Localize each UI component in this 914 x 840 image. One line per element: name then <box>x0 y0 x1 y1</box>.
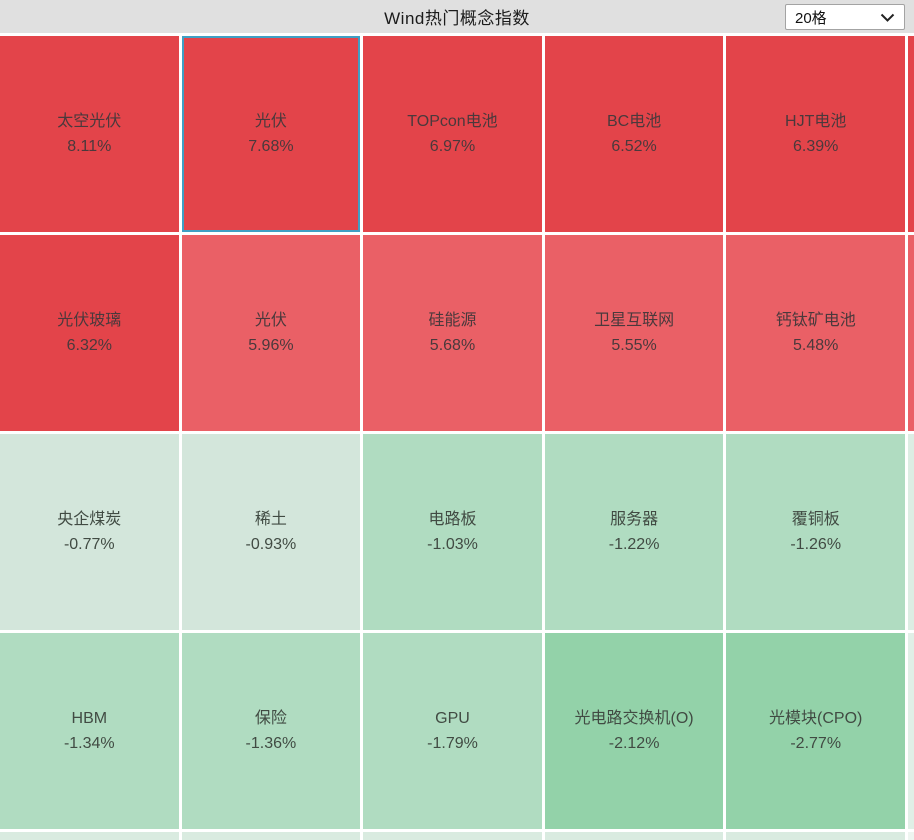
cell-label: 光电路交换机(O) <box>574 709 694 727</box>
cell-change: -2.77% <box>790 734 842 752</box>
cell-label: HBM <box>71 709 108 727</box>
heatmap-cell[interactable]: 光电路交换机(O) -2.12% <box>544 633 724 829</box>
heatmap-cell[interactable]: 光模块(CPO) -2.77% <box>726 633 905 829</box>
cell-label: HJT电池 <box>785 112 847 130</box>
cell-label: 央企煤炭 <box>57 510 122 528</box>
heatmap-grid: 太空光伏 8.11% 光伏 7.68% TOPcon电池 6.97% BC电池 6.52% HJ… <box>0 33 914 840</box>
cell-label: TOPcon电池 <box>407 112 498 130</box>
cell-change: 5.68% <box>429 336 476 354</box>
cutoff-cell-bottom <box>0 832 179 840</box>
heatmap-cell[interactable]: HBM -1.34% <box>0 633 179 829</box>
heatmap-cell[interactable]: 卫星互联网 5.55% <box>544 235 724 431</box>
cell-label: 覆铜板 <box>791 510 840 528</box>
cell-change: 5.96% <box>248 336 294 354</box>
cutoff-cell-corner <box>908 832 914 840</box>
cell-label: 钙钛矿电池 <box>775 311 856 329</box>
cell-change: -1.36% <box>245 734 297 752</box>
heatmap-cell[interactable]: 光伏 7.68% <box>181 36 361 232</box>
cutoff-cell-bottom <box>544 832 724 840</box>
cell-label: 光伏 <box>254 311 287 329</box>
heatmap-cell[interactable]: 太空光伏 8.11% <box>0 36 179 232</box>
heatmap-cell[interactable]: 电路板 -1.03% <box>363 434 542 630</box>
cell-change: -2.12% <box>608 734 660 752</box>
cell-label: 保险 <box>254 709 287 727</box>
cell-change: -0.93% <box>245 535 297 553</box>
cell-change: 8.11% <box>67 137 112 155</box>
heatmap-cell[interactable]: GPU -1.79% <box>363 633 542 829</box>
heatmap-cell[interactable]: 钙钛矿电池 5.48% <box>726 235 905 431</box>
heatmap-cell[interactable]: 保险 -1.36% <box>181 633 361 829</box>
grid-count-select[interactable]: 20格 <box>785 4 905 30</box>
cell-change: 6.97% <box>429 137 476 155</box>
cutoff-cell-right <box>908 434 914 630</box>
cell-label: BC电池 <box>606 112 662 130</box>
cell-change: -1.26% <box>790 535 842 553</box>
cell-change: 5.55% <box>611 336 657 354</box>
heatmap-cell[interactable]: 光伏玻璃 6.32% <box>0 235 179 431</box>
cell-change: -1.79% <box>427 734 478 752</box>
cell-change: 7.68% <box>248 137 294 155</box>
heatmap-cell[interactable]: TOPcon电池 6.97% <box>363 36 542 232</box>
cell-label: GPU <box>435 709 470 727</box>
cell-label: 光伏 <box>254 112 287 130</box>
grid-count-value: 20格 <box>795 9 827 27</box>
cutoff-cell-right <box>908 235 914 431</box>
cell-change: -1.22% <box>608 535 660 553</box>
panel-title: Wind热门概念指数 <box>384 9 530 28</box>
heatmap-cell[interactable]: 服务器 -1.22% <box>544 434 724 630</box>
cell-change: 6.32% <box>66 336 112 354</box>
cutoff-cell-bottom <box>181 832 361 840</box>
cutoff-cell-right <box>908 633 914 829</box>
cell-label: 稀土 <box>254 510 287 528</box>
cell-label: 硅能源 <box>428 311 477 329</box>
cell-label: 卫星互联网 <box>594 311 675 329</box>
cell-change: -1.34% <box>63 734 115 752</box>
chevron-down-icon <box>880 13 895 22</box>
heatmap-cell[interactable]: 覆铜板 -1.26% <box>726 434 905 630</box>
heatmap-cell[interactable]: 光伏 5.96% <box>181 235 361 431</box>
cell-change: 5.48% <box>793 336 839 354</box>
cell-label: 太空光伏 <box>57 112 122 130</box>
heatmap-cell[interactable]: 央企煤炭 -0.77% <box>0 434 179 630</box>
heatmap-cell[interactable]: 稀土 -0.93% <box>181 434 361 630</box>
cell-label: 光伏玻璃 <box>57 311 122 329</box>
cell-change: 6.52% <box>611 137 657 155</box>
cutoff-cell-bottom <box>363 832 542 840</box>
heatmap-cell[interactable]: 硅能源 5.68% <box>363 235 542 431</box>
cell-change: 6.39% <box>793 137 839 155</box>
cutoff-cell-right <box>908 36 914 232</box>
panel-header: Wind热门概念指数 20格 <box>0 0 914 33</box>
heatmap-cell[interactable]: BC电池 6.52% <box>544 36 724 232</box>
cutoff-cell-bottom <box>726 832 905 840</box>
cell-label: 电路板 <box>428 510 477 528</box>
cell-label: 服务器 <box>610 510 659 528</box>
cell-label: 光模块(CPO) <box>769 709 863 727</box>
cell-change: -1.03% <box>427 535 478 553</box>
heatmap-cell[interactable]: HJT电池 6.39% <box>726 36 905 232</box>
cell-change: -0.77% <box>63 535 115 553</box>
